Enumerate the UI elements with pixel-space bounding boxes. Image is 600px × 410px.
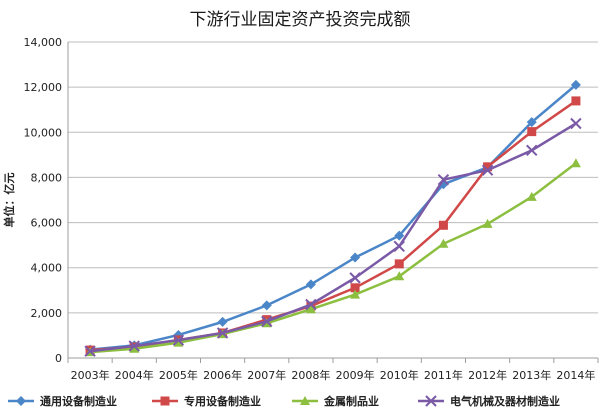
- y-tick-label: 8,000: [31, 171, 63, 184]
- data-point: [350, 289, 361, 299]
- x-tick-label: 2006年: [203, 368, 242, 382]
- data-point: [394, 259, 404, 269]
- data-point: [84, 345, 96, 357]
- series-line: [89, 83, 577, 351]
- data-point: [16, 396, 26, 406]
- y-tick-label: 2,000: [31, 307, 63, 320]
- data-point: [526, 191, 537, 201]
- x-tick-label: 2007年: [247, 368, 286, 382]
- data-point: [350, 252, 361, 263]
- x-tick-label: 2014年: [556, 368, 595, 382]
- y-tick-label: 4,000: [31, 262, 63, 275]
- data-point: [438, 238, 449, 248]
- y-axis-label: 单位：亿元: [2, 173, 16, 228]
- series-line: [89, 122, 577, 353]
- legend-item: 专用设备制造业: [152, 394, 261, 408]
- y-tick-label: 12,000: [24, 81, 63, 94]
- series-4: [84, 117, 582, 357]
- data-point: [261, 315, 273, 328]
- x-tick-labels: 2003年 2004年 2005年 2006年 2007年 2008年 2009年 2010年…: [71, 368, 596, 382]
- gridlines: [68, 41, 598, 314]
- data-point: [216, 327, 229, 339]
- data-point: [160, 396, 170, 406]
- data-point: [570, 79, 581, 90]
- series-1: [85, 79, 581, 355]
- data-point: [482, 218, 493, 228]
- data-point: [425, 395, 437, 407]
- data-point: [570, 158, 581, 168]
- data-point: [526, 144, 538, 157]
- data-point: [350, 283, 360, 293]
- x-tick-label: 2013年: [512, 368, 551, 382]
- y-tick-label: 10,000: [24, 126, 63, 139]
- y-tick-label: 14,000: [24, 36, 63, 49]
- x-tick-label: 2005年: [159, 368, 198, 382]
- x-tick-label: 2004年: [115, 368, 154, 382]
- data-point: [437, 173, 450, 186]
- series-line: [89, 162, 577, 354]
- legend-label: 专用设备制造业: [184, 394, 261, 408]
- data-point: [526, 117, 537, 128]
- x-tick-label: 2010年: [380, 368, 419, 382]
- legend-item: 通用设备制造业: [8, 394, 117, 408]
- legend: 通用设备制造业 专用设备制造业 金属制品业 电气机械及器材制造业: [8, 394, 560, 408]
- data-point: [129, 343, 140, 353]
- legend-label: 通用设备制造业: [40, 394, 117, 408]
- series-lines: [84, 79, 582, 357]
- data-point: [438, 220, 448, 230]
- y-tick-labels: 0 2,000 4,000 6,000 8,000 10,000 12,000 14,000: [24, 36, 63, 365]
- data-point: [172, 334, 185, 346]
- data-point: [483, 162, 493, 172]
- data-point: [394, 271, 405, 281]
- x-tick-label: 2009年: [336, 368, 375, 382]
- legend-label: 金属制品业: [323, 394, 379, 408]
- data-point: [349, 272, 361, 284]
- axes: [67, 42, 599, 363]
- x-tick-label: 2008年: [291, 368, 330, 382]
- data-point: [217, 316, 228, 327]
- data-point: [305, 304, 316, 314]
- data-point: [527, 127, 537, 137]
- data-point: [305, 298, 317, 311]
- data-point: [305, 279, 316, 290]
- data-point: [481, 164, 494, 176]
- legend-item: 电气机械及器材制造业: [418, 394, 560, 408]
- legend-label: 电气机械及器材制造业: [450, 394, 560, 408]
- data-point: [300, 396, 310, 405]
- data-point: [571, 96, 581, 106]
- x-tick-label: 2011年: [424, 368, 463, 382]
- data-point: [128, 340, 140, 352]
- series-3: [85, 158, 581, 357]
- legend-item: 金属制品业: [292, 394, 379, 408]
- series-2: [85, 96, 581, 355]
- x-tick-label: 2012年: [468, 368, 507, 382]
- data-point: [570, 117, 582, 130]
- data-point: [173, 337, 184, 347]
- data-point: [394, 230, 405, 241]
- y-tick-label: 0: [55, 352, 62, 365]
- chart-title: 下游行业固定资产投资完成额: [190, 10, 411, 30]
- data-point: [393, 240, 405, 252]
- data-point: [261, 300, 272, 311]
- x-tick-label: 2003年: [71, 368, 110, 382]
- y-tick-label: 6,000: [31, 217, 63, 230]
